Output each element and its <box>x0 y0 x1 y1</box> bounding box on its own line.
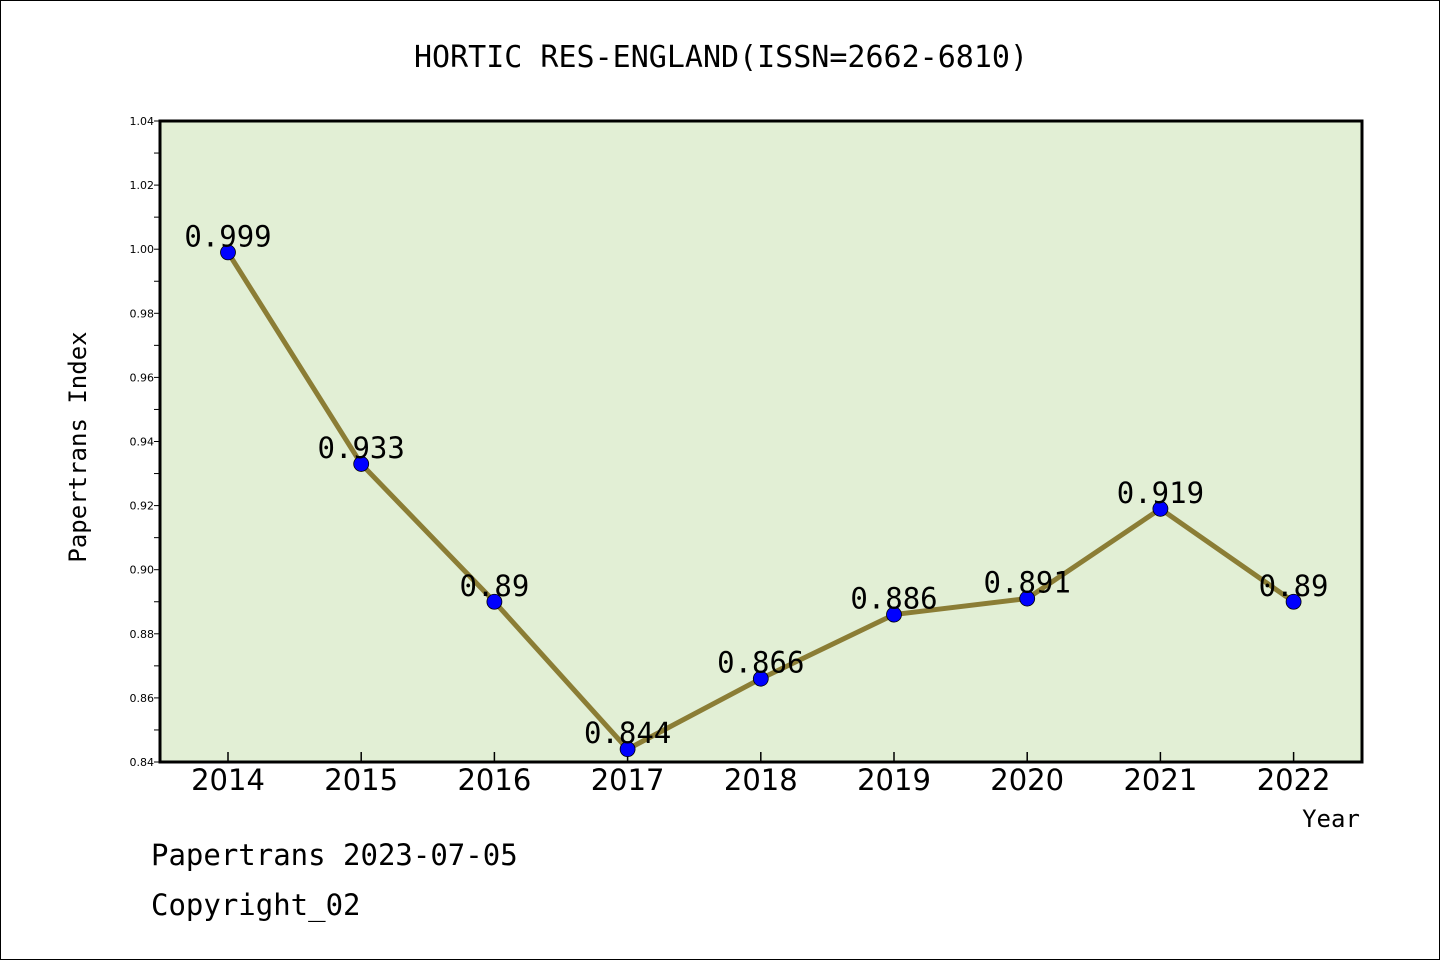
data-point <box>1152 500 1169 517</box>
x-tick-label: 2022 <box>1257 763 1331 797</box>
x-tick-label: 2014 <box>191 763 265 797</box>
data-point <box>220 244 236 261</box>
y-tick-label: 0.90 <box>130 564 155 577</box>
y-tick-label: 0.84 <box>130 756 155 769</box>
chart-title: HORTIC RES-ENGLAND(ISSN=2662-6810) <box>414 40 1028 75</box>
x-tick-label: 2020 <box>990 763 1064 797</box>
data-label: 0.886 <box>850 582 937 616</box>
x-tick-label: 2015 <box>324 763 398 797</box>
y-tick-label: 0.96 <box>130 371 155 384</box>
data-point <box>1285 593 1302 610</box>
y-tick-label: 1.00 <box>130 243 155 256</box>
data-label: 0.89 <box>1259 569 1329 603</box>
data-point <box>1019 590 1036 607</box>
x-tick-label: 2016 <box>457 763 531 797</box>
data-label: 0.891 <box>984 566 1071 600</box>
x-tick-label: 2021 <box>1123 763 1197 797</box>
data-label: 0.89 <box>459 569 529 603</box>
y-tick-label: 0.92 <box>130 500 155 513</box>
data-point <box>752 670 769 687</box>
y-tick-label: 1.04 <box>130 115 155 128</box>
y-axis: 0.84 0.86 0.88 0.90 0.92 0.94 0.96 0.98 1.00 1.02… <box>130 115 160 769</box>
y-tick-label: 0.98 <box>130 307 155 320</box>
footer-date: Papertrans 2023-07-05 <box>151 838 518 872</box>
y-tick-label: 0.86 <box>130 692 155 705</box>
y-tick-label: 1.02 <box>130 179 155 192</box>
data-label: 0.999 <box>184 219 271 253</box>
plot-area <box>158 119 1364 764</box>
data-label: 0.933 <box>318 431 405 465</box>
y-tick-label: 0.88 <box>130 628 155 641</box>
data-point <box>619 741 636 758</box>
x-axis: 2014 2015 2016 2017 2018 2019 2020 2021 2022 <box>191 752 1331 797</box>
series-group: 0.999 0.933 0.89 0.844 0.866 0.886 0.891 0.919 0… <box>184 219 1329 758</box>
data-point <box>486 593 503 610</box>
x-axis-label: Year <box>1302 805 1360 833</box>
data-label: 0.919 <box>1117 476 1204 510</box>
data-label: 0.866 <box>717 646 804 680</box>
data-point <box>886 606 902 623</box>
x-tick-label: 2019 <box>857 763 931 797</box>
data-point <box>353 456 370 472</box>
x-tick-label: 2018 <box>724 763 798 797</box>
y-tick-label: 0.94 <box>130 436 155 449</box>
data-label: 0.844 <box>584 716 671 750</box>
y-axis-label: Papertrans Index <box>64 331 92 562</box>
x-tick-label: 2017 <box>591 763 665 797</box>
footer-copyright: Copyright_02 <box>151 888 361 923</box>
